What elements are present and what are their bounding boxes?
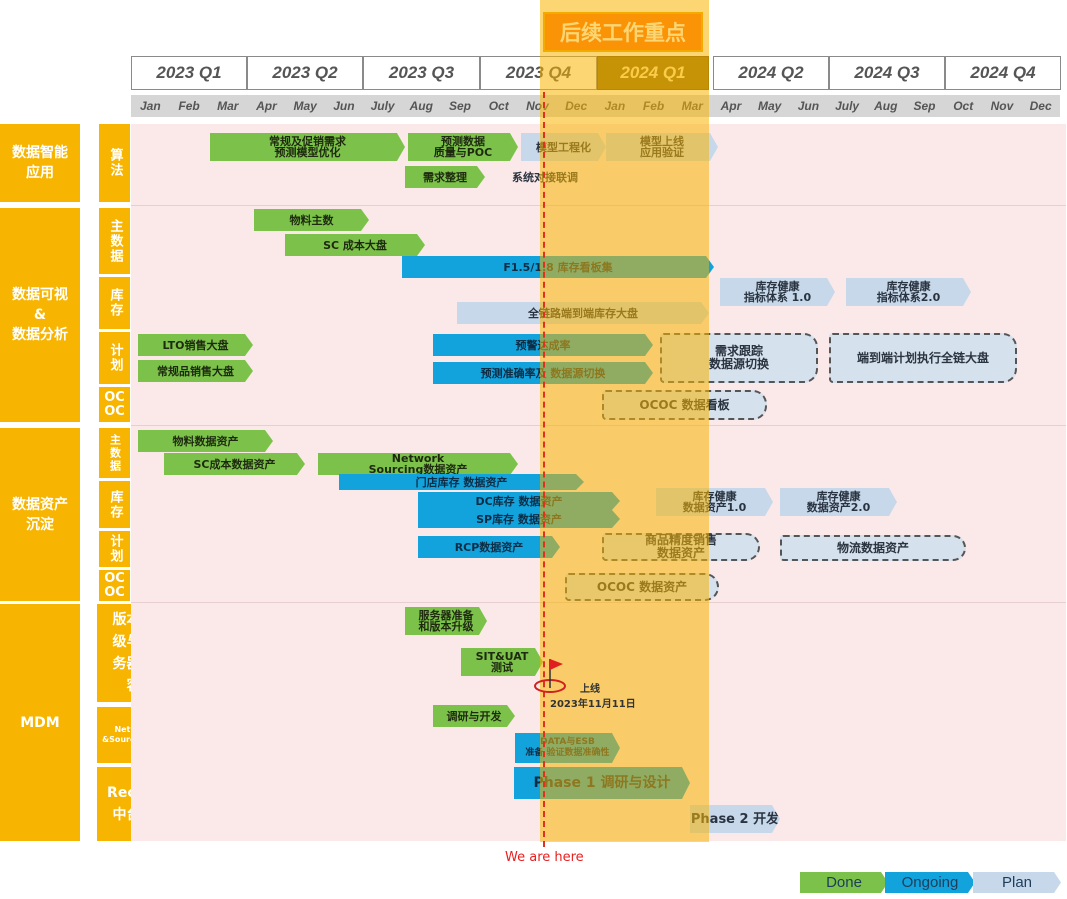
sub-plan-2: 计划 bbox=[99, 531, 130, 567]
quarter-2023-q2: 2023 Q2 bbox=[247, 56, 363, 90]
quarter-2024-q4: 2024 Q4 bbox=[945, 56, 1061, 90]
month-label: Dec bbox=[565, 99, 588, 113]
category-mdm: MDM bbox=[0, 604, 80, 841]
task-material-assets: 物料数据资产 bbox=[138, 430, 273, 452]
sub-master-data-2: 主数据 bbox=[99, 428, 130, 478]
quarter-2023-q3: 2023 Q3 bbox=[363, 56, 480, 90]
we-are-here-label: We are here bbox=[505, 850, 584, 865]
task-sc-cost-dashboard: SC 成本大盘 bbox=[285, 234, 425, 256]
legend-ongoing: Ongoing bbox=[885, 872, 975, 893]
task-forecast-optimization: 常规及促销需求 预测模型优化 bbox=[210, 133, 405, 161]
category-data-visualization: 数据可视 & 数据分析 bbox=[0, 208, 80, 422]
month-label: Mar bbox=[217, 99, 239, 113]
divider bbox=[131, 205, 1066, 206]
sub-inventory-1: 库存 bbox=[99, 277, 130, 329]
quarter-2023-q4: 2023 Q4 bbox=[480, 56, 597, 90]
sub-ococ-2: OC OC bbox=[99, 570, 130, 601]
month-label: July bbox=[370, 99, 395, 113]
month-label: Nov bbox=[990, 99, 1014, 113]
month-label: Aug bbox=[409, 99, 433, 113]
task-e2e-plan-execution: 端到端计划执行全链大盘 bbox=[829, 333, 1017, 383]
task-inventory-health-assets-2: 库存健康 数据资产2.0 bbox=[780, 488, 897, 516]
month-label: May bbox=[758, 99, 782, 113]
month-label: July bbox=[835, 99, 860, 113]
task-rcp-assets: RCP数据资产 bbox=[418, 536, 560, 558]
task-regular-sales: 常规品销售大盘 bbox=[138, 360, 253, 382]
sub-plan-1: 计划 bbox=[99, 332, 130, 384]
task-forecast-poc: 预测数据 质量与POC bbox=[408, 133, 518, 161]
task-model-engineering: 模型工程化 bbox=[521, 133, 606, 161]
month-label: Apr bbox=[256, 99, 277, 113]
sub-inventory-2: 库存 bbox=[99, 481, 130, 528]
task-ococ-assets: OCOC 数据资产 bbox=[565, 573, 719, 601]
task-server-upgrade: 服务器准备 和版本升级 bbox=[405, 607, 487, 635]
divider bbox=[131, 602, 1066, 603]
month-label: Jun bbox=[797, 99, 820, 113]
sub-algorithm: 算法 bbox=[99, 124, 130, 202]
task-material-master: 物料主数 bbox=[254, 209, 369, 231]
month-label: Mar bbox=[681, 99, 703, 113]
month-label: Jan bbox=[604, 99, 626, 113]
focus-title: 后续工作重点 bbox=[543, 12, 703, 52]
month-label: Jan bbox=[140, 99, 161, 113]
month-label: Jun bbox=[333, 99, 355, 113]
today-line bbox=[543, 92, 545, 847]
task-network-sourcing-assets: Network Sourcing数据资产 bbox=[318, 453, 518, 475]
task-sit-uat: SIT&UAT 测试 bbox=[461, 648, 543, 676]
task-sc-cost-assets: SC成本数据资产 bbox=[164, 453, 305, 475]
task-data-esb: DATA与ESB 准备 验证数据准确性 bbox=[515, 733, 620, 763]
month-label: Feb bbox=[642, 99, 665, 113]
legend-plan: Plan bbox=[973, 872, 1061, 893]
month-label: Sep bbox=[913, 99, 936, 113]
month-label: Feb bbox=[178, 99, 200, 113]
category-data-intelligence: 数据智能 应用 bbox=[0, 124, 80, 202]
task-phase2: Phase 2 开发 bbox=[690, 805, 780, 833]
month-label: Nov bbox=[526, 99, 549, 113]
task-inventory-health-1: 库存健康 指标体系 1.0 bbox=[720, 278, 835, 306]
task-system-integration: 系统对接联调 bbox=[512, 170, 578, 184]
month-label: Sep bbox=[449, 99, 472, 113]
task-product-precision-assets: 商品精度销售 数据资产 bbox=[602, 533, 760, 561]
task-inventory-dashboards: F1.5/1.8 库存看板集 bbox=[402, 256, 714, 278]
task-phase1: Phase 1 调研与设计 bbox=[514, 767, 690, 799]
task-inventory-health-assets-1: 库存健康 数据资产1.0 bbox=[656, 488, 773, 516]
task-dc-inventory-assets: DC库存 数据资产 bbox=[418, 492, 620, 510]
milestone-date: 2023年11月11日 bbox=[550, 699, 636, 710]
month-label: Oct bbox=[953, 99, 974, 113]
task-store-inventory-assets: 门店库存 数据资产 bbox=[339, 474, 584, 490]
month-label: Oct bbox=[488, 99, 509, 113]
task-model-online: 模型上线 应用验证 bbox=[606, 133, 718, 161]
month-label: Apr bbox=[720, 99, 742, 113]
task-research-dev: 调研与开发 bbox=[433, 705, 515, 727]
task-inventory-health-2: 库存健康 指标体系2.0 bbox=[846, 278, 971, 306]
quarter-2024-q1: 2024 Q1 bbox=[597, 56, 709, 90]
legend-done: Done bbox=[800, 872, 888, 893]
quarter-2024-q2: 2024 Q2 bbox=[713, 56, 829, 90]
task-sp-inventory-assets: SP库存 数据资产 bbox=[418, 510, 620, 528]
month-label: Dec bbox=[1029, 99, 1052, 113]
quarter-2024-q3: 2024 Q3 bbox=[829, 56, 945, 90]
sub-master-data-1: 主数据 bbox=[99, 208, 130, 274]
quarter-2023-q1: 2023 Q1 bbox=[131, 56, 247, 90]
milestone-label: 上线 bbox=[580, 684, 600, 695]
task-e2e-inventory: 全链路端到端库存大盘 bbox=[457, 302, 709, 324]
task-ococ-dashboard: OCOC 数据看板 bbox=[602, 390, 767, 420]
divider bbox=[131, 425, 1066, 426]
month-label: Aug bbox=[874, 99, 898, 113]
task-logistics-assets: 物流数据资产 bbox=[780, 535, 966, 561]
milestone-flag-icon bbox=[534, 659, 566, 693]
sub-ococ-1: OC OC bbox=[99, 387, 130, 422]
category-data-assets: 数据资产 沉淀 bbox=[0, 428, 80, 601]
task-lto-sales: LTO销售大盘 bbox=[138, 334, 253, 356]
task-requirements: 需求整理 bbox=[405, 166, 485, 188]
month-label: May bbox=[293, 99, 317, 113]
task-demand-tracking: 需求跟踪 数据源切换 bbox=[660, 333, 818, 383]
